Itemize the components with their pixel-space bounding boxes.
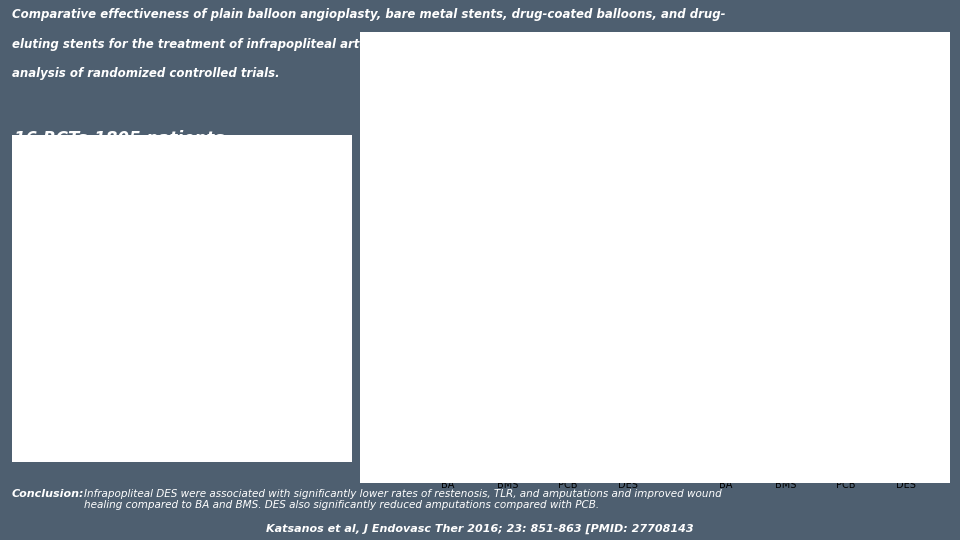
Bar [766,181,805,239]
Bar [548,331,588,470]
Bar [488,143,527,239]
Text: analysis of randomized controlled trials.: analysis of randomized controlled trials… [12,68,279,80]
Bar [608,191,647,239]
Text: n=366: n=366 [167,214,197,223]
Circle shape [155,173,209,228]
Title: Target lesion revascularization: Target lesion revascularization [736,33,896,44]
Text: PCB: PCB [168,189,196,202]
Bar [608,335,647,470]
Text: 60%: 60% [496,407,519,417]
Text: 24%: 24% [714,211,737,221]
Text: 17%: 17% [834,218,857,227]
Bar [766,441,805,470]
Text: 16 RCTs-1805 patients: 16 RCTs-1805 patients [14,130,225,147]
Bar [707,433,746,470]
Text: 52%: 52% [436,184,459,194]
Text: 25%: 25% [616,210,639,220]
Text: 21%: 21% [834,444,857,455]
Text: DES: DES [282,287,310,300]
Bar [428,139,468,239]
Bar [886,218,925,239]
Text: Infrapopliteal DES were associated with significantly lower rates of restenosis,: Infrapopliteal DES were associated with … [84,489,722,510]
Circle shape [155,369,209,424]
Title: Vascular restenosis: Vascular restenosis [487,33,588,44]
Bar [488,354,527,470]
Text: 30%: 30% [775,205,798,215]
Circle shape [269,271,324,326]
Bar [886,449,925,470]
Bar [428,339,468,470]
Text: 11%: 11% [895,224,918,233]
Text: 50%: 50% [496,186,519,195]
Text: 19%: 19% [714,447,737,456]
Y-axis label: Pooled event rates
(random effects, %): Pooled event rates (random effects, %) [378,335,397,411]
Bar [827,206,866,239]
Text: 72%: 72% [556,395,579,406]
Text: Conclusion:: Conclusion: [12,489,84,499]
Bar [548,158,588,239]
Text: 68%: 68% [436,399,459,409]
Text: 15%: 15% [775,450,798,460]
Text: 70%: 70% [616,397,639,407]
Text: n=398: n=398 [167,410,197,419]
Bar [707,193,746,239]
Y-axis label: Pooled event rates
(random effects, %): Pooled event rates (random effects, %) [378,104,397,180]
Text: n=394: n=394 [281,312,311,321]
Circle shape [30,261,106,336]
Text: 42%: 42% [556,193,579,204]
Text: Comparative effectiveness of plain balloon angioplasty, bare metal stents, drug-: Comparative effectiveness of plain ballo… [12,8,725,21]
Text: BA: BA [58,287,77,300]
Title: Limb amputations: Limb amputations [769,265,863,274]
Text: Katsanos et al, J Endovasc Ther 2016; 23: 851-863 [PMID: 27708143: Katsanos et al, J Endovasc Ther 2016; 23… [266,523,694,534]
Bar [827,429,866,470]
Text: BMS: BMS [166,385,198,398]
Title: Wound healing: Wound healing [499,265,576,274]
Text: eluting stents for the treatment of infrapopliteal artery disease: Systematic re: eluting stents for the treatment of infr… [12,38,758,51]
Text: 11%: 11% [895,454,918,464]
Text: n=648: n=648 [53,312,83,321]
